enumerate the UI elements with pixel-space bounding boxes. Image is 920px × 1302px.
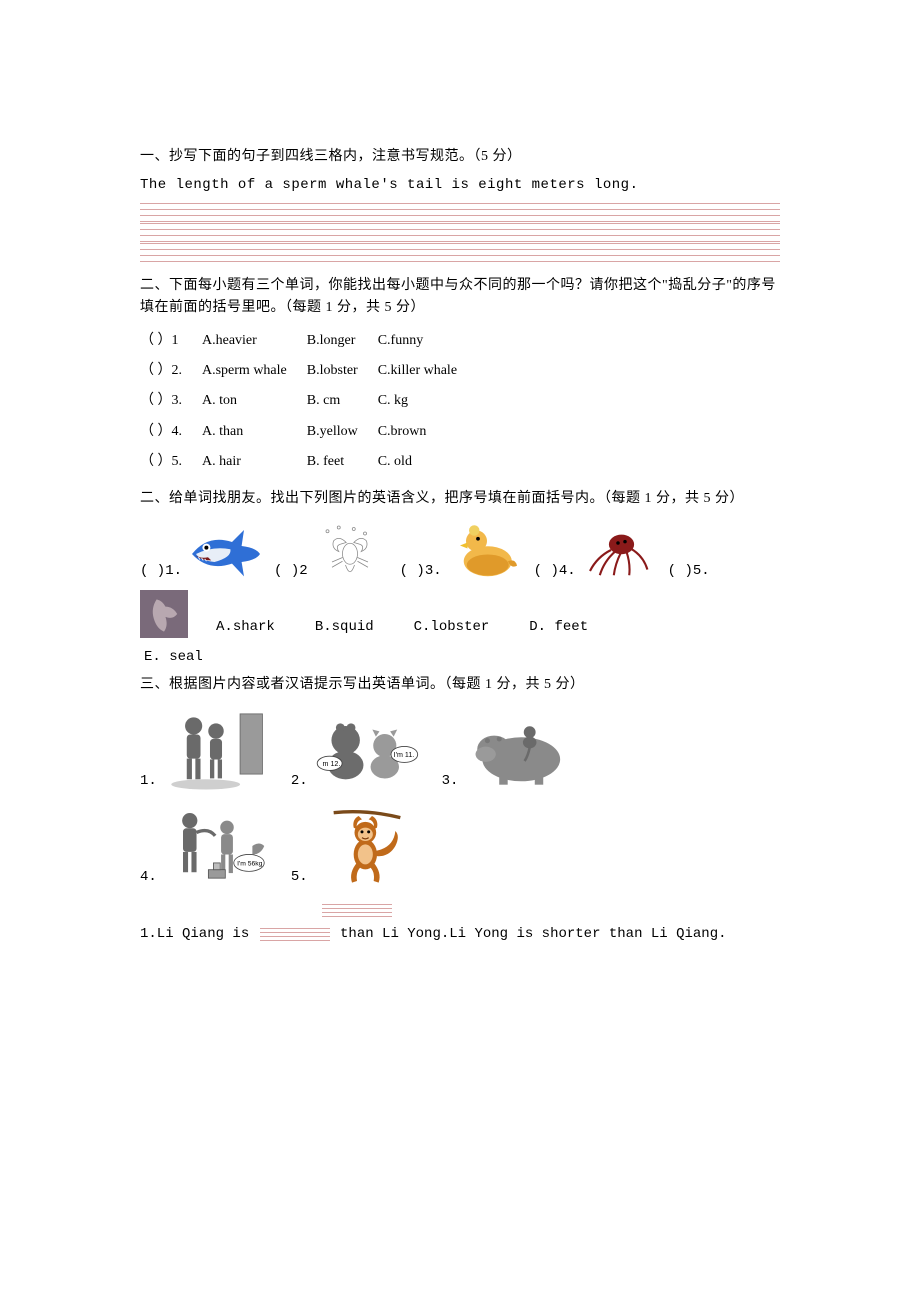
squid-icon xyxy=(578,518,658,582)
sentence-prefix: 1.Li Qiang is xyxy=(140,926,249,942)
sec3-item: 4. I'm 5 xyxy=(140,803,271,889)
section1-heading: 一、抄写下面的句子到四线三格内，注意书写规范。（5 分） xyxy=(140,146,780,168)
q-num: （ ）1 xyxy=(140,326,202,356)
kids-icon xyxy=(161,707,271,793)
pic-item: ( )3. xyxy=(400,518,526,582)
num: 3. xyxy=(442,770,459,792)
opt-b: B.longer xyxy=(307,326,378,356)
lobster-icon xyxy=(310,518,390,582)
feet-icon xyxy=(140,590,188,638)
svg-text:I'm 11.: I'm 11. xyxy=(393,751,414,759)
opt: C.lobster xyxy=(414,616,490,638)
sentence-suffix: than Li Yong.Li Yong is shorter than Li … xyxy=(340,926,726,942)
hippo-icon xyxy=(462,707,572,793)
opt: B.squid xyxy=(315,616,374,638)
pic-num: ( )1. xyxy=(140,560,182,582)
svg-text:I'm 56kg: I'm 56kg xyxy=(237,860,263,867)
picture-match-row: ( )1. ( )2 xyxy=(140,518,780,582)
section2b-heading: 二、给单词找朋友。找出下列图片的英语含义，把序号填在前面括号内。（每题 1 分，… xyxy=(140,488,780,510)
monkey-icon xyxy=(312,803,422,889)
section1-sentence: The length of a sperm whale's tail is ei… xyxy=(140,174,780,196)
section3-row2: 4. I'm 5 xyxy=(140,803,780,889)
pic-item xyxy=(140,590,188,638)
num: 1. xyxy=(140,770,157,792)
section3-heading: 三、根据图片内容或者汉语提示写出英语单词。（每题 1 分，共 5 分） xyxy=(140,674,780,696)
pic-num: ( )5. xyxy=(668,560,710,582)
pic-num: ( )4. xyxy=(534,560,576,582)
table-row: （ ）2. A.sperm whale B.lobster C.killer w… xyxy=(140,356,477,386)
pic-item: ( )4. xyxy=(534,518,660,582)
weight-icon: I'm 56kg xyxy=(161,803,271,889)
opt: A.shark xyxy=(216,616,275,638)
odd-one-out-table: （ ）1 A.heavier B.longer C.funny （ ）2. A.… xyxy=(140,326,477,478)
section3-sentence: 1.Li Qiang is than Li Yong.Li Yong is sh… xyxy=(140,923,780,945)
opt-c: C.funny xyxy=(378,326,477,356)
age-icon: m 12. I'm 11. xyxy=(312,707,422,793)
opt: E. seal xyxy=(144,646,203,668)
pic-item: ( )1. xyxy=(140,518,266,582)
pic-item: ( )5. xyxy=(668,560,710,582)
table-row: （ ）3. A. ton B. cm C. kg xyxy=(140,386,477,416)
table-row: （ ）4. A. than B.yellow C.brown xyxy=(140,417,477,447)
pic-num: ( )2 xyxy=(274,560,308,582)
num: 2. xyxy=(291,770,308,792)
seal-icon xyxy=(444,518,524,582)
table-row: （ ）1 A.heavier B.longer C.funny xyxy=(140,326,477,356)
opt: D. feet xyxy=(529,616,588,638)
num: 5. xyxy=(291,866,308,888)
four-line-grid xyxy=(140,203,780,261)
opt-a: A.heavier xyxy=(202,326,307,356)
worksheet-page: 一、抄写下面的句子到四线三格内，注意书写规范。（5 分） The length … xyxy=(0,0,920,1045)
svg-text:m 12.: m 12. xyxy=(322,760,340,768)
fill-line-standalone xyxy=(320,899,780,921)
pic-item: ( )2 xyxy=(274,518,392,582)
blank-field[interactable] xyxy=(260,924,330,942)
sec3-item: 1. xyxy=(140,707,271,793)
table-row: （ ）5. A. hair B. feet C. old xyxy=(140,447,477,477)
picture-match-row2: A.shark B.squid C.lobster D. feet xyxy=(140,590,780,638)
sec3-item: 5. xyxy=(291,803,422,889)
section2a-heading: 二、下面每小题有三个单词，你能找出每小题中与众不同的那一个吗？请你把这个"捣乱分… xyxy=(140,275,780,320)
sec3-item: 2. m 12. I'm 11. xyxy=(291,707,422,793)
num: 4. xyxy=(140,866,157,888)
pic-num: ( )3. xyxy=(400,560,442,582)
sec3-item: 3. xyxy=(442,707,573,793)
section3-row1: 1. 2. xyxy=(140,707,780,793)
shark-icon xyxy=(184,518,264,582)
